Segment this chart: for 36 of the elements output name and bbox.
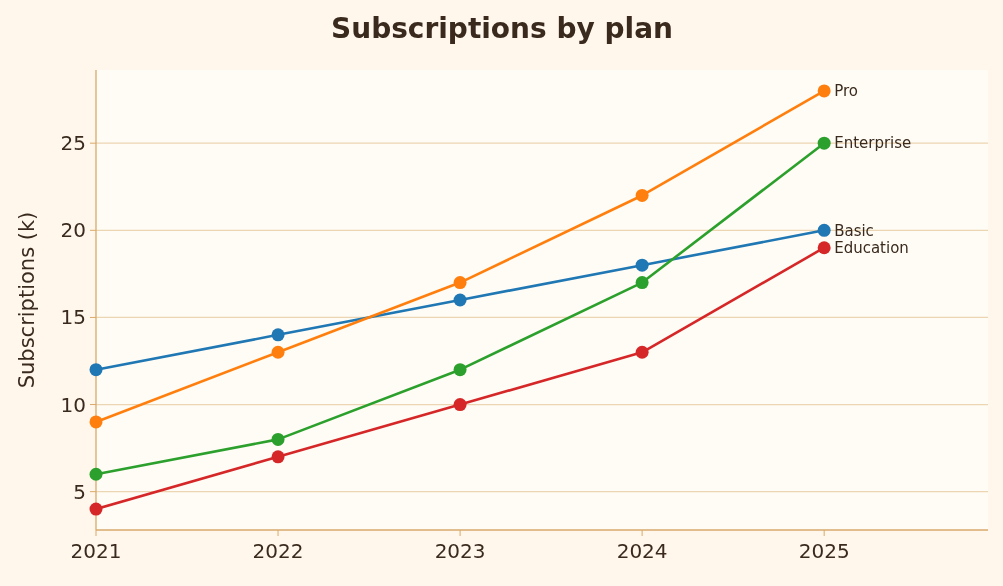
point <box>453 363 467 377</box>
point <box>89 415 103 429</box>
y-tick-label: 25 <box>60 131 86 156</box>
series-label: Pro <box>834 82 858 101</box>
chart-title: Subscriptions by plan <box>331 12 673 45</box>
point <box>89 467 103 481</box>
point <box>635 258 649 272</box>
series-label: Enterprise <box>834 134 912 153</box>
point <box>635 345 649 359</box>
point <box>817 223 831 237</box>
point <box>635 188 649 202</box>
point <box>271 450 285 464</box>
series-label: Basic <box>834 221 874 240</box>
point <box>89 502 103 516</box>
point <box>453 398 467 412</box>
point <box>271 432 285 446</box>
x-tick-label: 2025 <box>798 539 850 563</box>
point <box>271 345 285 359</box>
x-tick-label: 2021 <box>70 539 122 563</box>
point <box>89 363 103 377</box>
point <box>817 136 831 150</box>
point <box>453 293 467 307</box>
point <box>453 276 467 290</box>
y-axis-title: Subscriptions (k) <box>15 211 39 389</box>
y-tick-label: 20 <box>60 218 86 243</box>
point <box>271 328 285 342</box>
y-tick-label: 10 <box>60 392 86 417</box>
point <box>817 84 831 98</box>
point <box>817 241 831 255</box>
x-tick-label: 2024 <box>616 539 668 563</box>
y-tick-label: 5 <box>73 479 86 504</box>
x-tick-label: 2023 <box>434 539 486 563</box>
x-tick-label: 2022 <box>252 539 304 563</box>
series-label: Education <box>834 238 909 257</box>
point <box>635 276 649 290</box>
y-tick-label: 15 <box>60 305 86 330</box>
